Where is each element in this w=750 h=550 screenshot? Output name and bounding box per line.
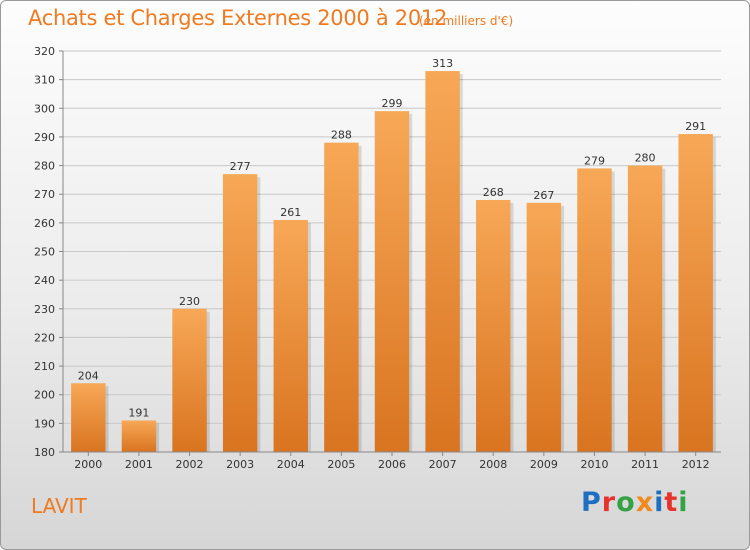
- bar: [273, 219, 308, 452]
- bar: [172, 308, 207, 452]
- y-tick-label: 310: [34, 74, 55, 87]
- logo-letter: i: [654, 487, 665, 518]
- y-tick-label: 320: [34, 45, 55, 58]
- x-tick-label: 2007: [429, 458, 457, 471]
- x-tick-label: 2003: [226, 458, 254, 471]
- data-label: 291: [685, 120, 706, 133]
- commune-name: LAVIT: [31, 494, 87, 518]
- data-label: 191: [128, 406, 149, 419]
- x-tick-label: 2006: [378, 458, 406, 471]
- logo-letter: t: [664, 487, 679, 518]
- data-label: 288: [331, 129, 352, 142]
- y-tick-label: 190: [34, 417, 55, 430]
- y-tick-label: 200: [34, 389, 55, 402]
- bar: [121, 420, 157, 452]
- y-tick-label: 260: [34, 217, 55, 230]
- logo-letter: x: [635, 487, 655, 518]
- y-tick-label: 210: [34, 360, 55, 373]
- bar: [627, 165, 663, 453]
- y-tick-label: 230: [34, 303, 55, 316]
- logo-letter: r: [601, 487, 617, 518]
- data-label: 277: [230, 160, 251, 173]
- y-tick-label: 240: [34, 274, 55, 287]
- data-label: 299: [382, 97, 403, 110]
- bar: [476, 199, 511, 452]
- x-tick-label: 2009: [530, 458, 558, 471]
- bar: [526, 202, 562, 452]
- x-tick-label: 2001: [125, 458, 153, 471]
- x-tick-label: 2005: [327, 458, 355, 471]
- bars: 204 191 230 277 261 288 299 313 268 267 279 280 291: [71, 57, 716, 453]
- axes: 180 190 200 210 220 230 240 250 260 270 280 290 300 3…: [34, 45, 721, 471]
- bar: [678, 134, 713, 453]
- data-label: 230: [179, 295, 200, 308]
- data-label: 204: [78, 369, 99, 382]
- bar: [577, 168, 612, 452]
- bar: [374, 111, 410, 453]
- x-tick-label: 2002: [176, 458, 204, 471]
- x-tick-label: 2011: [631, 458, 659, 471]
- bar: [324, 142, 359, 452]
- x-tick-label: 2008: [479, 458, 507, 471]
- data-label: 268: [483, 186, 504, 199]
- data-label: 313: [432, 57, 453, 70]
- data-label: 279: [584, 154, 605, 167]
- y-tick-label: 250: [34, 246, 55, 259]
- data-label: 267: [533, 189, 554, 202]
- x-tick-label: 2012: [682, 458, 710, 471]
- logo-letter: o: [616, 487, 636, 518]
- x-tick-label: 2010: [580, 458, 608, 471]
- bar: [425, 71, 460, 453]
- data-label: 261: [280, 206, 301, 219]
- y-tick-label: 300: [34, 102, 55, 115]
- proxiti-logo[interactable]: Proxiti: [581, 487, 689, 518]
- x-tick-label: 2000: [74, 458, 102, 471]
- data-label: 280: [635, 152, 656, 165]
- logo-letter: P: [581, 487, 602, 518]
- x-tick-label: 2004: [277, 458, 305, 471]
- y-tick-label: 220: [34, 331, 55, 344]
- chart-subtitle: (en milliers d'€): [419, 14, 514, 28]
- logo-letter: i: [678, 487, 689, 518]
- y-tick-label: 290: [34, 131, 55, 144]
- chart-title: Achats et Charges Externes 2000 à 2012: [28, 6, 448, 30]
- bar: [222, 174, 258, 452]
- y-tick-label: 280: [34, 160, 55, 173]
- bar: [71, 383, 106, 452]
- y-tick-label: 180: [34, 446, 55, 459]
- y-tick-label: 270: [34, 188, 55, 201]
